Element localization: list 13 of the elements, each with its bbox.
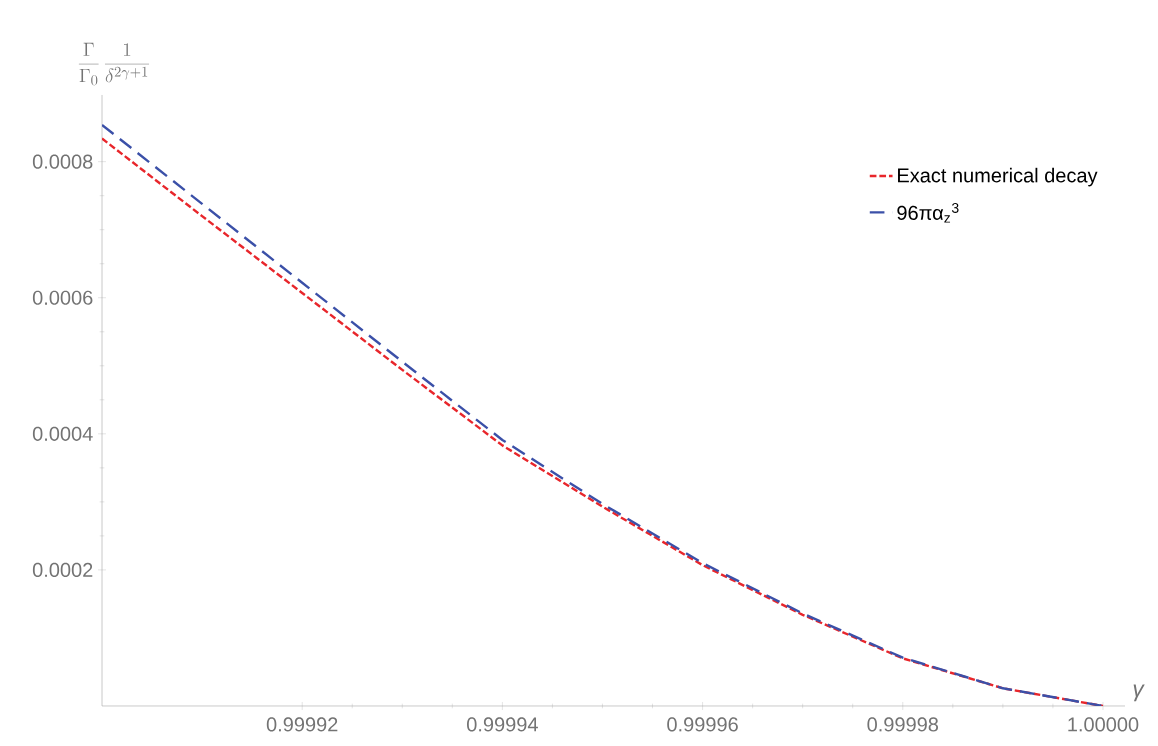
x-tick-label: 1.00000 <box>1068 717 1139 732</box>
y-tick-label: 0.0002 <box>32 562 93 577</box>
legend-label: 96πα$_{z}$3 <box>897 202 959 223</box>
x-tick-label: 0.99992 <box>266 717 338 732</box>
y-tick-label: 0.0008 <box>32 154 93 169</box>
y-tick-label: 0.0004 <box>32 426 93 441</box>
x-tick-label: 0.99996 <box>667 717 738 732</box>
x-tick-label: 0.99994 <box>467 717 538 732</box>
x-tick-label: 0.99998 <box>867 717 939 732</box>
legend-label: Exact numerical decay <box>898 167 1098 187</box>
y-tick-label: 0.0006 <box>32 290 93 305</box>
x-axis-title: γ <box>1133 684 1145 702</box>
y-axis-title: $\frac{\Gamma}{\Gamma_0}\,\frac{1}{\delta^{2\gamma+1}}$ <box>78 42 150 86</box>
